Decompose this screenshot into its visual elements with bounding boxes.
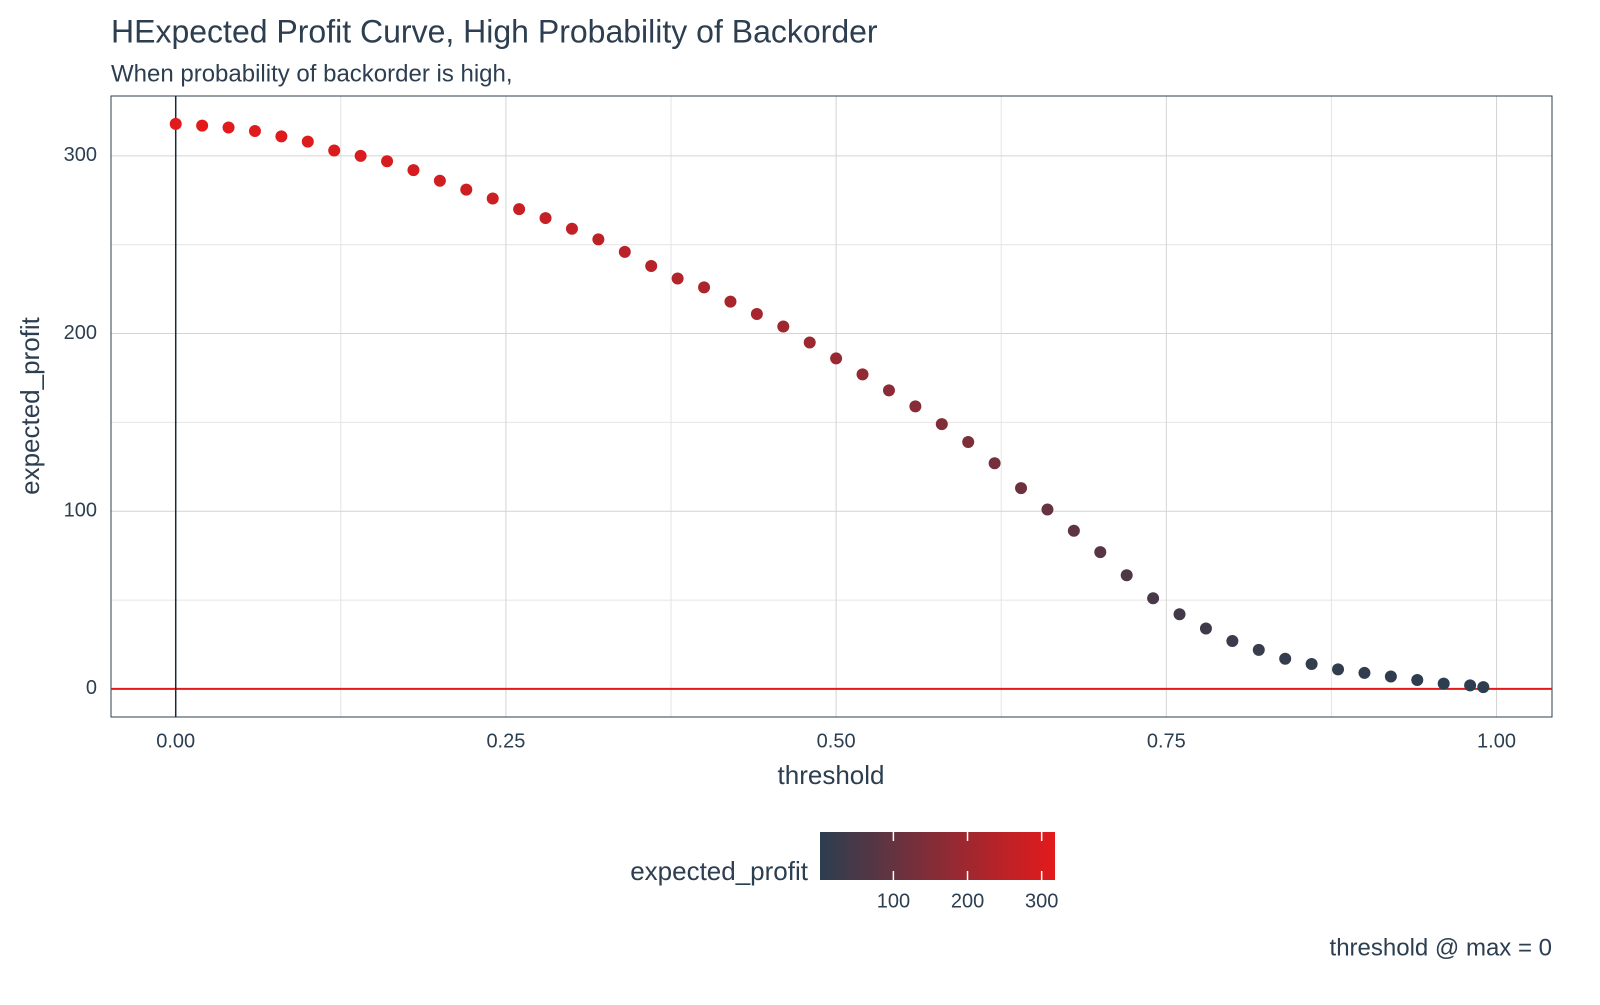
point	[988, 457, 1001, 470]
y-axis-label: expected_profit	[15, 316, 45, 495]
colorbar-tick-label: 100	[877, 890, 910, 912]
y-tick-label: 0	[86, 677, 97, 699]
point	[724, 295, 737, 308]
caption: threshold @ max = 0	[1330, 934, 1552, 961]
y-tick-label: 200	[64, 322, 97, 344]
point	[1411, 674, 1424, 687]
point	[1384, 670, 1397, 683]
point	[935, 418, 948, 431]
point	[1305, 658, 1318, 671]
colorbar	[820, 832, 1055, 880]
point	[486, 192, 499, 205]
point	[856, 368, 869, 381]
point	[698, 281, 711, 294]
point	[460, 183, 473, 196]
panel-border	[110, 95, 1553, 718]
point	[1147, 592, 1160, 605]
y-tick-label: 300	[64, 144, 97, 166]
point	[1067, 524, 1080, 537]
point	[1464, 679, 1477, 692]
point	[407, 164, 420, 177]
point	[248, 125, 261, 138]
point	[328, 144, 341, 157]
point	[1477, 681, 1490, 694]
point	[750, 308, 763, 321]
point	[1332, 663, 1345, 676]
point	[1173, 608, 1186, 621]
point	[1252, 643, 1265, 656]
x-tick-label: 0.00	[156, 730, 195, 752]
point	[882, 384, 895, 397]
point	[592, 233, 605, 246]
point	[645, 260, 658, 273]
x-tick-label: 1.00	[1477, 730, 1516, 752]
point	[1437, 677, 1450, 690]
point	[354, 149, 367, 162]
colorbar-tick-label: 300	[1025, 890, 1058, 912]
point	[1199, 622, 1212, 635]
point	[1358, 666, 1371, 679]
point	[803, 336, 816, 349]
point	[301, 135, 314, 148]
point	[565, 222, 578, 235]
point	[196, 119, 209, 132]
chart-title: HExpected Profit Curve, High Probability…	[111, 13, 878, 49]
point	[539, 212, 552, 225]
x-tick-label: 0.25	[486, 730, 525, 752]
legend-title: expected_profit	[630, 856, 809, 886]
point	[909, 400, 922, 413]
point	[830, 352, 843, 365]
point	[433, 174, 446, 187]
point	[1094, 546, 1107, 559]
x-tick-label: 0.75	[1147, 730, 1186, 752]
point	[1120, 569, 1133, 582]
point	[381, 155, 394, 168]
point	[618, 245, 631, 258]
point	[671, 272, 684, 285]
point	[222, 121, 235, 134]
point	[1226, 634, 1239, 647]
x-axis-label: threshold	[778, 760, 885, 790]
point	[777, 320, 790, 333]
point	[513, 203, 526, 216]
y-tick-label: 100	[64, 500, 97, 522]
point	[169, 117, 182, 130]
point	[962, 435, 975, 448]
point	[1041, 503, 1054, 516]
point	[1279, 652, 1292, 665]
x-tick-label: 0.50	[817, 730, 856, 752]
point	[275, 130, 288, 143]
chart-subtitle: When probability of backorder is high,	[111, 60, 513, 87]
point	[1015, 482, 1028, 495]
colorbar-tick-label: 200	[951, 890, 984, 912]
